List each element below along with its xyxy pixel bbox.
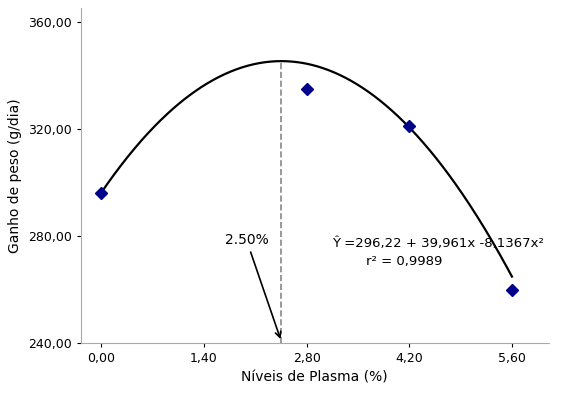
Y-axis label: Ganho de peso (g/dia): Ganho de peso (g/dia) bbox=[8, 98, 22, 253]
Text: Ŷ =296,22 + 39,961x -8,1367x²
        r² = 0,9989: Ŷ =296,22 + 39,961x -8,1367x² r² = 0,998… bbox=[332, 237, 544, 268]
X-axis label: Níveis de Plasma (%): Níveis de Plasma (%) bbox=[241, 371, 388, 385]
Text: 2.50%: 2.50% bbox=[225, 233, 281, 337]
